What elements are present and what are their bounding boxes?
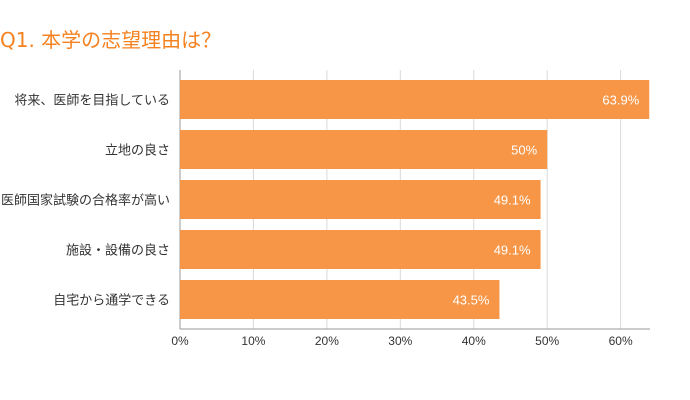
bar-value-label: 50%: [511, 143, 537, 158]
category-label: 施設・設備の良さ: [66, 243, 170, 259]
category-label: 立地の良さ: [105, 143, 170, 159]
x-tick-label: 20%: [315, 334, 339, 348]
category-label: 医師国家試験の合格率が高い: [1, 193, 170, 209]
category-label: 自宅から通学できる: [53, 293, 170, 309]
bar: [180, 130, 548, 169]
page-title: Q1. 本学の志望理由は？: [0, 28, 222, 52]
category-label: 将来、医師を目指している: [14, 94, 170, 109]
x-tick-label: 50%: [535, 334, 559, 348]
x-tick-label: 30%: [388, 334, 412, 348]
bar: [180, 80, 650, 119]
bar: [180, 180, 541, 219]
bar-value-label: 43.5%: [453, 293, 490, 308]
x-tick-label: 60%: [609, 334, 633, 348]
bar-value-label: 63.9%: [602, 93, 639, 108]
bar-value-label: 49.1%: [494, 243, 531, 258]
x-tick-label: 0%: [171, 334, 189, 348]
bar: [180, 280, 500, 319]
x-tick-label: 10%: [241, 334, 265, 348]
bar: [180, 230, 541, 269]
bar-value-label: 49.1%: [494, 193, 531, 208]
x-tick-label: 40%: [462, 334, 486, 348]
